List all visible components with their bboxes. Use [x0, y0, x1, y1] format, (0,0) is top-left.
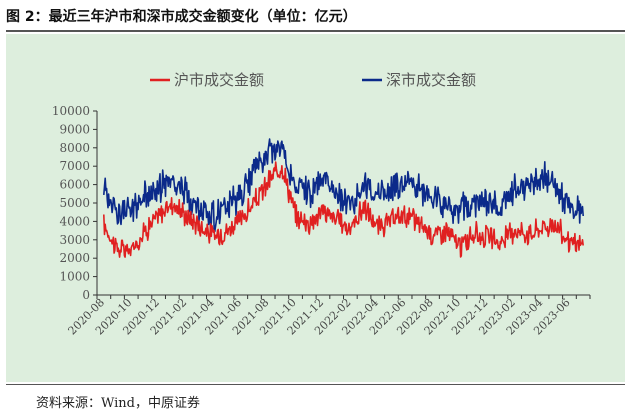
y-tick-label: 6000 [59, 178, 90, 192]
source-note: 资料来源：Wind，中原证券 [36, 396, 200, 411]
y-tick-label: 0 [82, 288, 90, 302]
legend-item-sh: 沪市成交金额 [150, 71, 264, 89]
x-axis: 2020-082020-102020-122021-022021-042021-… [66, 294, 591, 337]
legend-label: 深市成交金额 [386, 71, 476, 89]
figure-title: 图 2：最近三年沪市和深市成交金额变化（单位：亿元） [6, 2, 625, 32]
y-tick-label: 4000 [59, 214, 90, 228]
legend-label: 沪市成交金额 [174, 71, 264, 89]
series-group [103, 138, 584, 258]
y-tick-label: 7000 [59, 159, 90, 173]
legend-item-sz: 深市成交金额 [362, 71, 476, 89]
y-axis: 0 1000 2000 3000 4000 5000 6000 7000 8000 9000 100… [52, 104, 98, 302]
y-tick-label: 2000 [59, 251, 90, 265]
y-tick-label: 10000 [52, 104, 90, 118]
y-tick-label: 5000 [59, 196, 90, 210]
y-tick-label: 8000 [59, 141, 90, 155]
turnover-line-chart: 沪市成交金额 深市成交金额 0 1000 2000 3000 4000 5000 6000 70… [52, 71, 591, 337]
y-tick-label: 3000 [59, 233, 90, 247]
y-tick-label: 9000 [59, 122, 90, 136]
series-line-sh [103, 161, 584, 258]
series-line-sz [103, 138, 584, 233]
footer-divider [6, 384, 625, 385]
chart-area: 沪市成交金额 深市成交金额 0 1000 2000 3000 4000 5000 6000 70… [6, 34, 625, 382]
legend: 沪市成交金额 深市成交金额 [150, 71, 476, 89]
y-tick-label: 1000 [59, 270, 90, 284]
